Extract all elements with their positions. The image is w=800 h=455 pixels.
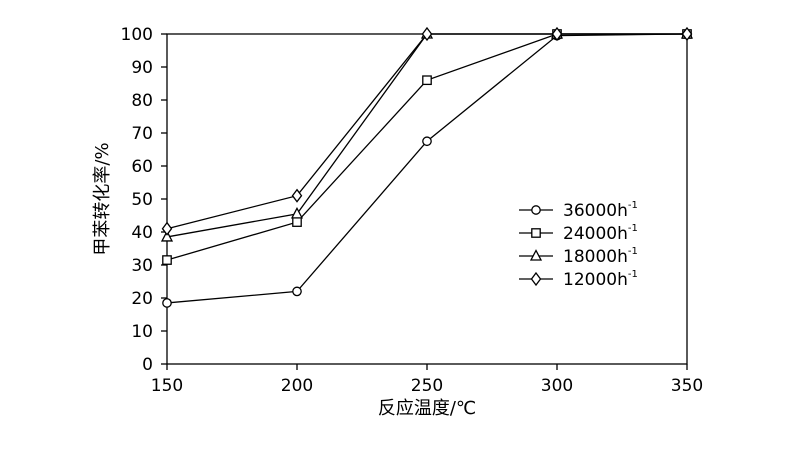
y-tick-label: 80 [131,91,153,111]
marker-diamond [421,26,433,42]
legend-label: 12000h-1 [563,269,638,290]
legend-label: 24000h-1 [563,223,638,244]
marker-diamond [291,188,303,203]
legend-label: 36000h-1 [563,200,638,221]
marker-square [162,255,172,265]
legend-item: 18000h-1 [519,246,638,267]
legend-label-superscript: -1 [628,200,638,211]
y-axis-title: 甲苯转化率/% [92,142,113,255]
x-axis-ticks: 150 200 250 300 350 [151,364,703,396]
x-axis-title: 反应温度/℃ [378,398,476,419]
series-diamond [161,26,693,236]
legend-item: 36000h-1 [519,200,638,221]
marker-square [422,75,432,86]
legend-item: 24000h-1 [519,223,638,244]
series-layer [160,26,694,308]
series-line [166,33,687,230]
y-tick-label: 30 [131,256,153,276]
marker-triangle [290,206,304,219]
x-tick-label: 250 [411,376,443,396]
y-tick-label: 70 [131,124,153,144]
y-tick-label: 100 [121,25,153,45]
marker-diamond [161,221,173,236]
legend-label: 18000h-1 [563,246,638,267]
x-tick-label: 300 [541,376,573,396]
marker-triangle [160,230,174,242]
legend-label-superscript: -1 [628,269,638,280]
marker-square [292,217,302,227]
marker-circle [531,205,541,215]
x-tick-label: 350 [671,376,703,396]
marker-diamond [681,26,693,42]
legend-label-superscript: -1 [628,246,638,257]
y-tick-label: 90 [131,58,153,78]
marker-circle [292,286,302,297]
marker-triangle [529,249,543,261]
y-tick-label: 50 [131,190,153,210]
legend-label-text: 18000h [563,247,628,267]
legend-label-text: 12000h [563,270,628,290]
marker-diamond [551,26,563,42]
x-tick-label: 150 [151,376,183,396]
legend-item: 12000h-1 [519,269,638,290]
y-tick-label: 10 [131,322,153,342]
x-tick-label: 200 [281,376,313,396]
y-axis-ticks: 0 10 20 30 40 50 60 70 80 90 100 [121,25,167,375]
marker-diamond [530,271,542,287]
y-tick-label: 40 [131,223,153,243]
y-tick-label: 60 [131,157,153,177]
marker-square [531,228,541,238]
legend-label-text: 36000h [563,201,628,221]
legend-label-text: 24000h [563,224,628,244]
marker-circle [422,136,432,147]
y-tick-label: 0 [142,355,153,375]
legend-label-superscript: -1 [628,223,638,234]
y-tick-label: 20 [131,289,153,309]
marker-circle [162,298,172,308]
